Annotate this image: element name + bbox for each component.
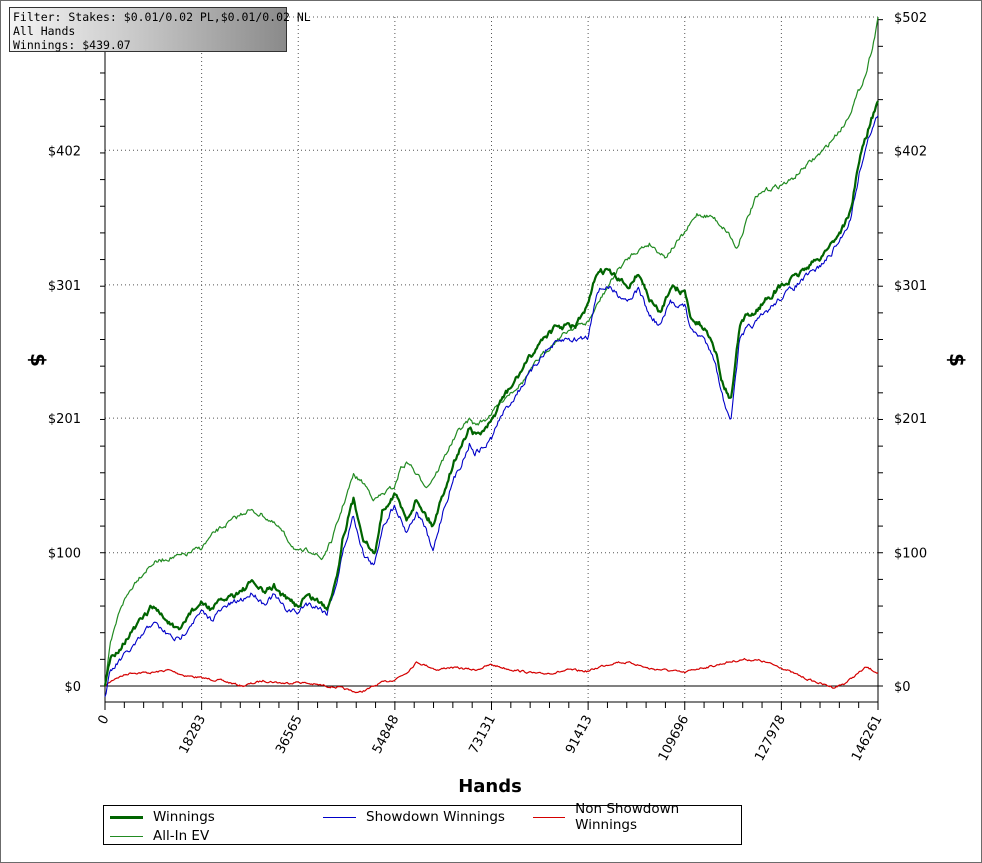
- legend-label-non-showdown: Non Showdown Winnings: [575, 801, 680, 833]
- x-tick-label: 73131: [466, 713, 499, 757]
- y-tick-label-right: $201: [894, 412, 927, 427]
- x-tick-label: 109696: [656, 713, 693, 764]
- x-tick-label: 127978: [752, 713, 789, 764]
- filter-hands-text: All Hands: [13, 24, 76, 38]
- y-tick-label-left: $402: [48, 144, 81, 159]
- y-tick-label-right: $301: [894, 279, 927, 294]
- legend-swatch-non-showdown: [533, 816, 566, 818]
- x-tick-label: 18283: [176, 713, 209, 757]
- x-tick-label: 54848: [370, 713, 403, 757]
- chart-legend: Winnings Showdown Winnings Non Showdown …: [103, 801, 742, 845]
- series-all-in-ev-line: [104, 16, 879, 687]
- y-tick-label-left: $100: [48, 547, 81, 562]
- legend-label-winnings: Winnings: [153, 809, 215, 825]
- filter-stakes-text: Filter: Stakes: $0.01/0.02 PL,$0.01/0.02…: [13, 10, 311, 24]
- x-axis-label: Hands: [458, 776, 522, 797]
- x-tick-label: 0: [95, 713, 112, 727]
- filter-info-box: Filter: Stakes: $0.01/0.02 PL,$0.01/0.02…: [9, 7, 311, 52]
- y-tick-label-right: $402: [894, 144, 927, 159]
- legend-label-showdown: Showdown Winnings: [366, 809, 505, 825]
- y-tick-label-left: $301: [48, 279, 81, 294]
- y-axis-label-left: $: [26, 353, 50, 367]
- x-tick-label: 91413: [563, 713, 596, 757]
- series-non-showdown-line: [104, 657, 879, 694]
- filter-winnings-text: Winnings: $439.07: [13, 38, 131, 52]
- legend-swatch-winnings: [110, 815, 143, 819]
- legend-item-winnings: Winnings: [110, 808, 215, 826]
- legend-swatch-showdown: [323, 816, 356, 818]
- series-lines: [103, 16, 879, 697]
- y-tick-label-right: $502: [894, 11, 927, 26]
- series-winnings-line: [103, 100, 879, 687]
- y-tick-label-right: $100: [894, 547, 927, 562]
- y-tick-label-right: $0: [894, 680, 911, 695]
- x-tick-label: 36565: [273, 713, 306, 757]
- y-axis-label-right: $: [945, 353, 969, 367]
- x-tick-label: 146261: [849, 713, 886, 764]
- tick-labels: $0 $0 $100 $100 $201 $201 $301 $301 $402 $402 $502…: [48, 11, 927, 764]
- legend-item-non-showdown: Non Showdown Winnings: [533, 801, 741, 833]
- legend-item-showdown: Showdown Winnings: [323, 808, 505, 826]
- legend-swatch-all-in-ev: [110, 835, 143, 837]
- y-tick-label-left: $0: [64, 680, 81, 695]
- legend-label-all-in-ev: All-In EV: [153, 828, 210, 844]
- axes: [100, 17, 883, 710]
- legend-item-all-in-ev: All-In EV: [110, 827, 209, 845]
- series-showdown-line: [104, 115, 879, 697]
- y-tick-label-left: $201: [48, 412, 81, 427]
